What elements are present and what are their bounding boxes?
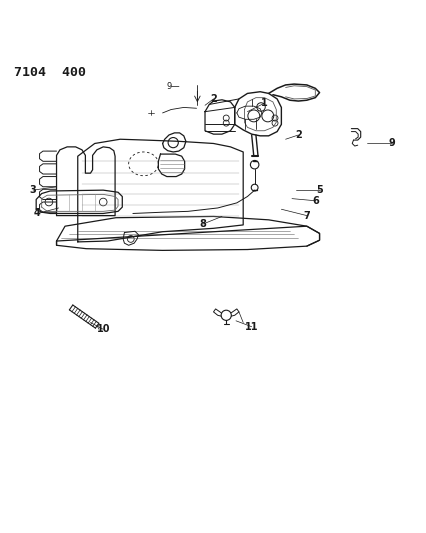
Text: 5: 5 [315, 185, 322, 195]
Text: 10: 10 [96, 324, 109, 334]
Text: 8: 8 [199, 219, 206, 229]
Text: 2: 2 [210, 94, 216, 104]
Text: 1: 1 [260, 98, 267, 108]
Text: 2: 2 [294, 130, 301, 140]
Text: 7: 7 [303, 211, 309, 221]
Text: 7104  400: 7104 400 [14, 66, 86, 79]
Text: 11: 11 [245, 322, 258, 332]
Text: 9—: 9— [167, 82, 180, 91]
Text: 9: 9 [387, 139, 394, 149]
Text: 4: 4 [34, 208, 41, 219]
Text: 3: 3 [30, 185, 37, 195]
Text: 6: 6 [311, 196, 318, 206]
